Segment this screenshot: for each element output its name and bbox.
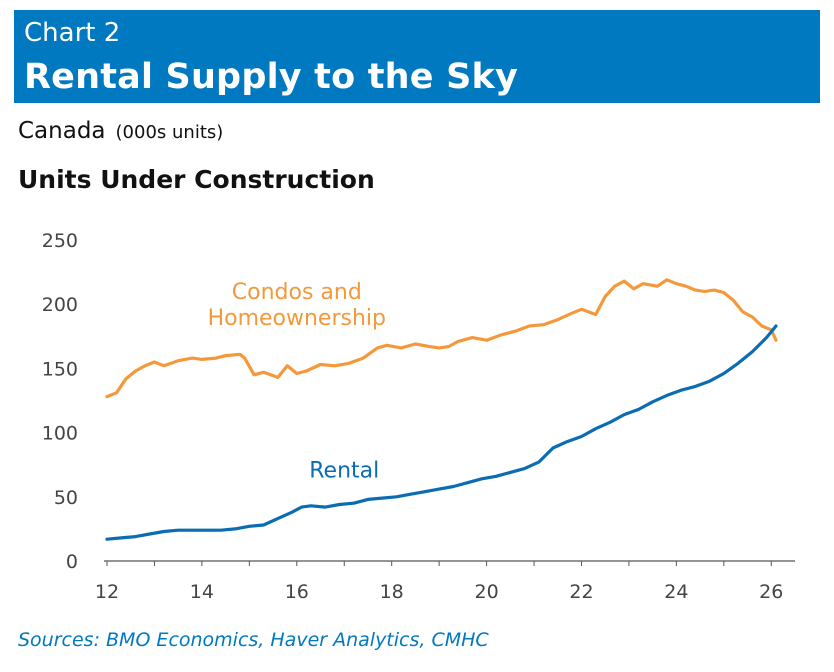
chart-number-label: Chart 2 — [24, 18, 121, 48]
series-line-rental — [105, 324, 778, 541]
y-tick-label: 250 — [42, 230, 78, 252]
x-tick-label: 26 — [759, 581, 783, 603]
series-label-line: Condos and — [232, 280, 362, 305]
panel-title: Units Under Construction — [18, 165, 375, 194]
series-line-condos-and-homeownership — [105, 278, 778, 399]
x-axis: 12 14 16 18 20 22 24 26 — [95, 560, 795, 603]
series-label-rental: Rental — [309, 459, 379, 484]
series-label-condos-and-homeownership: Condos and Homeownership — [208, 280, 386, 331]
y-tick-label: 200 — [42, 294, 78, 316]
x-tick-label: 12 — [95, 581, 119, 603]
y-tick-label: 0 — [66, 551, 78, 573]
chart-header: Chart 2 Rental Supply to the Sky — [14, 10, 820, 103]
unit-label: (000s units) — [115, 122, 224, 143]
chart-title: Rental Supply to the Sky — [24, 57, 518, 97]
source-note: Sources: BMO Economics, Haver Analytics,… — [18, 629, 489, 651]
series-label-line: Rental — [309, 459, 379, 484]
x-tick-label: 22 — [569, 581, 593, 603]
x-tick-label: 16 — [285, 581, 309, 603]
chart-subtitle: Canada (000s units) — [18, 117, 223, 147]
y-axis-ticks: 0 50 100 150 200 250 — [42, 230, 78, 573]
series-labels: Condos and Homeownership Rental — [208, 280, 386, 483]
series-lines — [105, 278, 778, 541]
y-tick-label: 50 — [54, 487, 78, 509]
x-tick-label: 24 — [664, 581, 688, 603]
x-tick-label: 14 — [190, 581, 214, 603]
y-tick-label: 100 — [42, 423, 78, 445]
x-tick-label: 20 — [474, 581, 498, 603]
series-label-line: Homeownership — [208, 306, 386, 331]
region-label: Canada — [18, 118, 106, 144]
x-tick-label: 18 — [380, 581, 404, 603]
y-tick-label: 150 — [42, 358, 78, 380]
